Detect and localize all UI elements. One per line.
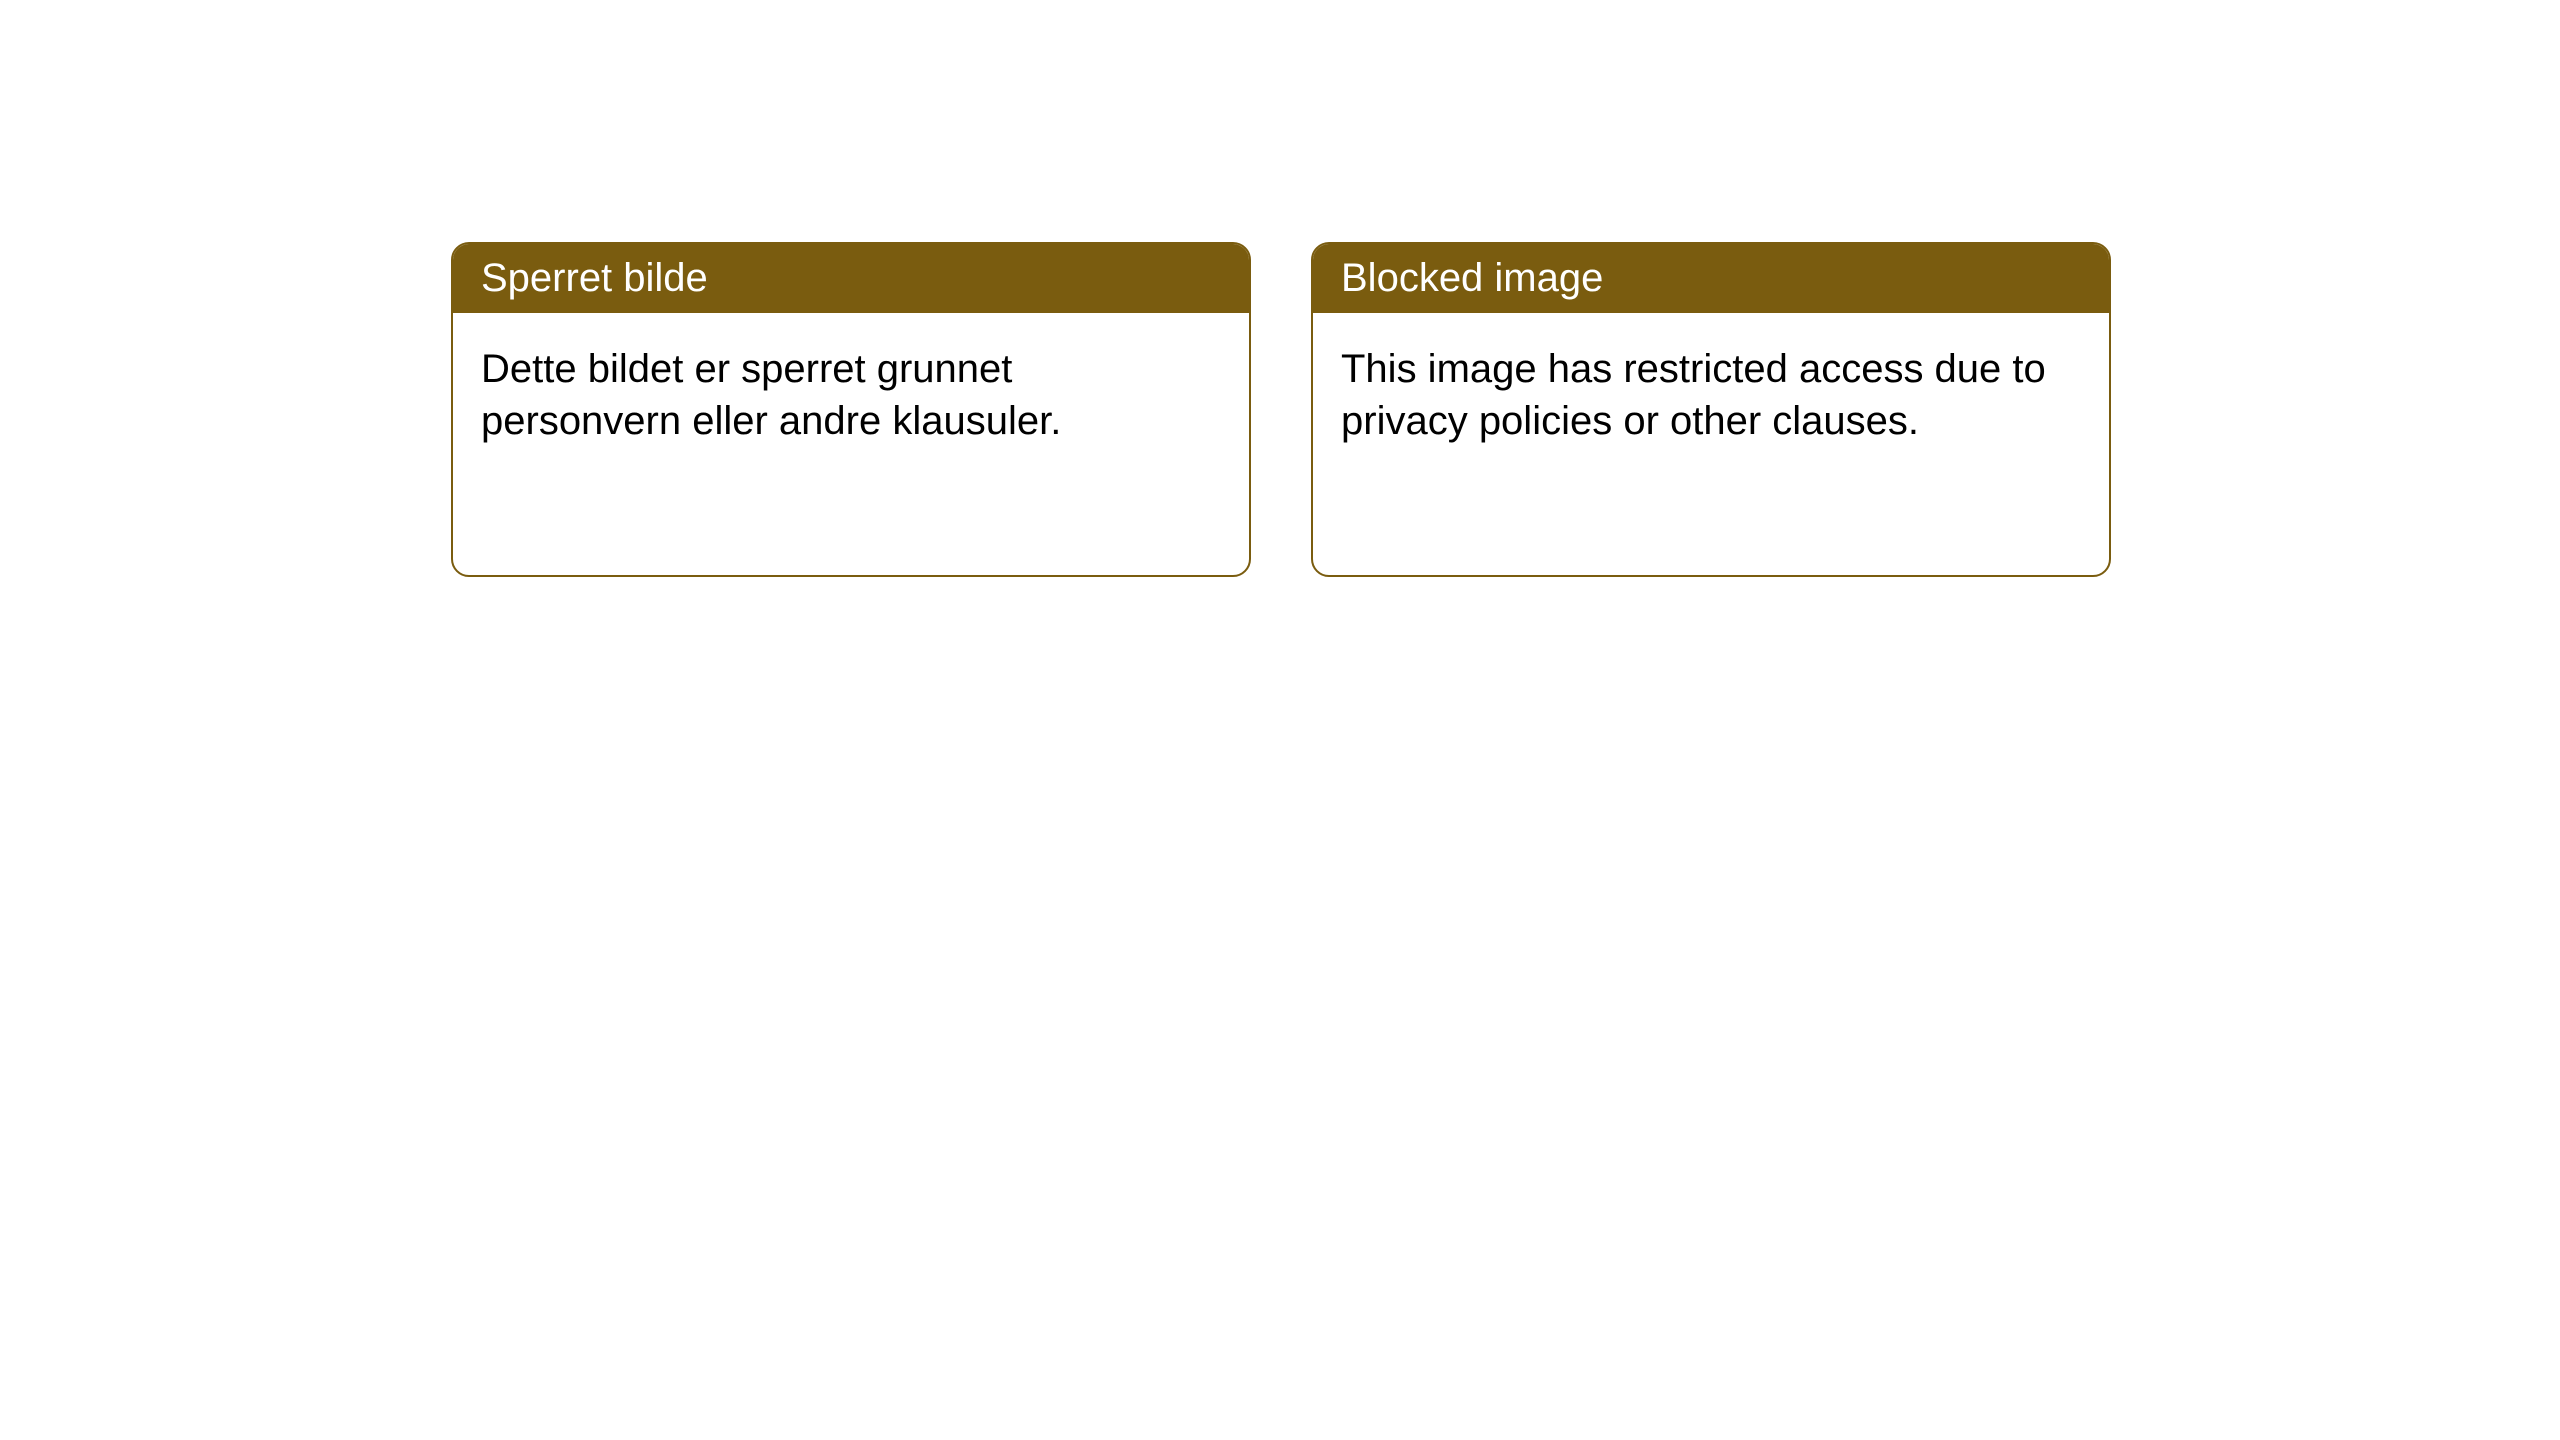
notice-header: Sperret bilde	[453, 244, 1249, 313]
notice-title: Sperret bilde	[481, 256, 708, 300]
notice-card-norwegian: Sperret bilde Dette bildet er sperret gr…	[451, 242, 1251, 577]
notice-body: Dette bildet er sperret grunnet personve…	[453, 313, 1249, 477]
notice-message: This image has restricted access due to …	[1341, 347, 2046, 443]
notice-title: Blocked image	[1341, 256, 1603, 300]
notice-card-english: Blocked image This image has restricted …	[1311, 242, 2111, 577]
notice-message: Dette bildet er sperret grunnet personve…	[481, 347, 1061, 443]
notice-body: This image has restricted access due to …	[1313, 313, 2109, 477]
notice-header: Blocked image	[1313, 244, 2109, 313]
notice-container: Sperret bilde Dette bildet er sperret gr…	[451, 242, 2111, 577]
